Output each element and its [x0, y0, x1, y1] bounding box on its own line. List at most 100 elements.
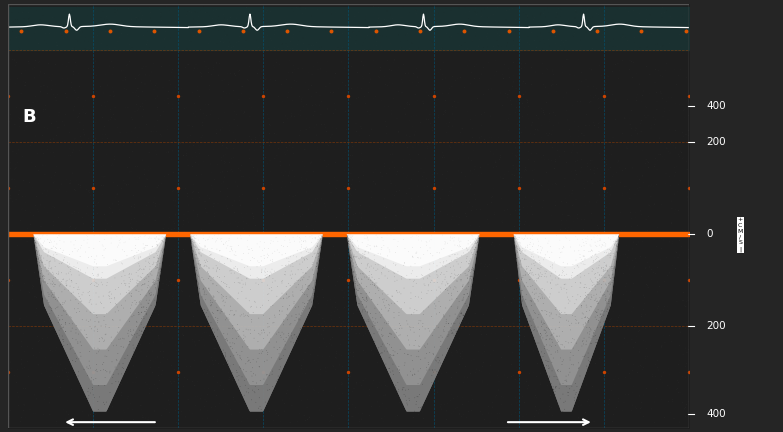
Point: [316, 315, 329, 322]
Point: [179, 248, 191, 255]
Point: [324, 417, 337, 424]
Point: [410, 248, 423, 255]
Point: [38, 272, 50, 279]
Point: [81, 384, 94, 391]
Point: [222, 358, 234, 365]
Point: [354, 219, 366, 226]
Point: [49, 305, 62, 312]
Point: [175, 85, 188, 92]
Point: [233, 267, 245, 274]
Point: [294, 127, 306, 134]
Point: [594, 231, 606, 238]
Point: [591, 27, 604, 34]
Point: [198, 289, 211, 296]
Point: [70, 41, 82, 48]
Polygon shape: [190, 235, 323, 412]
Point: [621, 326, 633, 333]
Point: [119, 235, 132, 241]
Point: [58, 256, 70, 263]
Point: [452, 288, 464, 295]
Point: [438, 20, 451, 27]
Point: [406, 254, 419, 260]
Point: [424, 327, 436, 334]
Point: [274, 332, 287, 339]
Point: [291, 418, 304, 425]
Point: [271, 342, 283, 349]
Point: [521, 267, 533, 273]
Point: [316, 232, 328, 239]
Point: [528, 197, 540, 203]
Point: [66, 210, 78, 217]
Point: [656, 153, 669, 160]
Point: [261, 291, 273, 298]
Point: [338, 304, 351, 311]
Point: [96, 207, 109, 214]
Point: [277, 211, 290, 218]
Point: [193, 194, 205, 201]
Point: [35, 370, 48, 377]
Point: [63, 262, 76, 269]
Point: [124, 292, 137, 299]
Point: [54, 245, 67, 252]
Point: [430, 286, 442, 293]
Point: [319, 264, 331, 271]
Point: [627, 415, 640, 422]
Point: [191, 293, 204, 300]
Point: [362, 280, 374, 287]
Point: [236, 47, 248, 54]
Point: [244, 327, 257, 334]
Point: [477, 35, 489, 41]
Point: [76, 324, 88, 331]
Point: [125, 224, 138, 231]
Point: [248, 298, 261, 305]
Point: [232, 242, 244, 249]
Point: [604, 38, 617, 45]
Point: [482, 35, 494, 42]
Point: [119, 180, 132, 187]
Point: [377, 332, 389, 339]
Point: [380, 306, 392, 313]
Point: [148, 309, 161, 316]
Point: [474, 266, 487, 273]
Point: [124, 269, 136, 276]
Point: [402, 261, 415, 268]
Point: [603, 300, 615, 307]
Point: [271, 298, 283, 305]
Point: [637, 413, 650, 420]
Point: [504, 60, 517, 67]
Point: [23, 97, 35, 104]
Point: [54, 361, 67, 368]
Point: [603, 246, 615, 253]
Point: [411, 241, 424, 248]
Point: [135, 9, 147, 16]
Point: [322, 58, 334, 65]
Point: [662, 235, 675, 241]
Point: [74, 133, 87, 140]
Point: [224, 14, 236, 21]
Point: [303, 282, 316, 289]
Point: [412, 368, 424, 375]
Point: [558, 331, 571, 338]
Point: [250, 274, 262, 281]
Point: [7, 296, 20, 303]
Point: [288, 77, 301, 84]
Point: [568, 387, 580, 394]
Point: [672, 254, 684, 261]
Point: [336, 352, 348, 359]
Point: [540, 273, 553, 280]
Point: [122, 36, 135, 43]
Point: [161, 356, 174, 363]
Point: [434, 343, 446, 350]
Point: [305, 288, 317, 295]
Point: [525, 297, 538, 304]
Point: [515, 238, 528, 245]
Point: [34, 235, 47, 242]
Point: [2, 93, 14, 100]
Point: [283, 289, 295, 296]
Point: [261, 277, 273, 284]
Point: [367, 288, 380, 295]
Point: [31, 380, 43, 387]
Point: [284, 264, 297, 271]
Point: [114, 391, 127, 398]
Point: [204, 248, 216, 255]
